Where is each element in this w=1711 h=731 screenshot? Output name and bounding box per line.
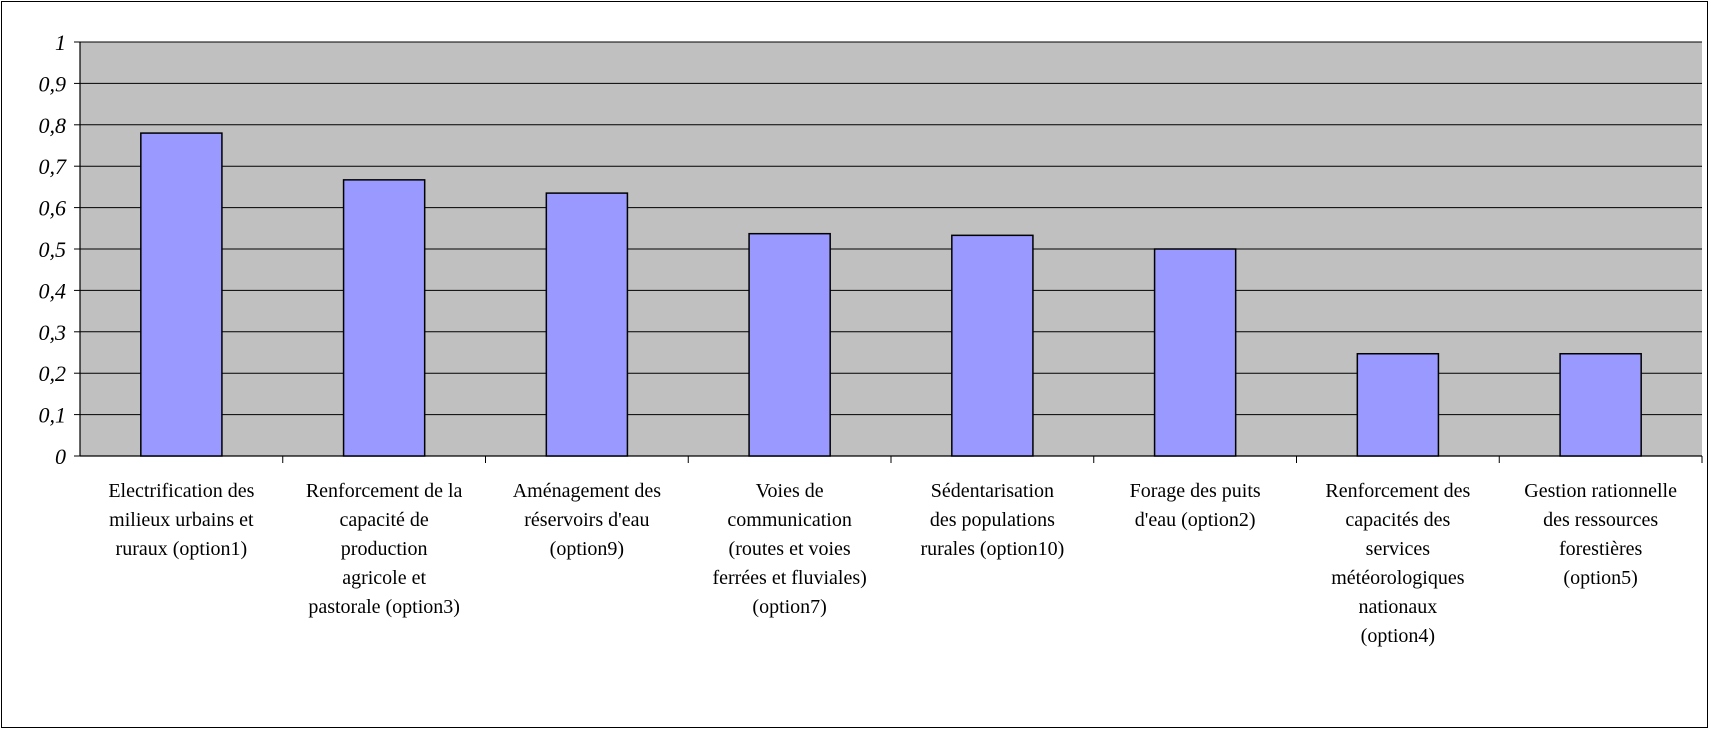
x-category-label: Gestion rationnelle des ressources foresti… (1524, 480, 1677, 589)
y-tick-label: 0,1 (39, 403, 67, 428)
x-category-label-line: production (341, 538, 428, 560)
y-tick-label: 1 (55, 30, 66, 55)
x-category-label: Renforcement des capacités des services mét… (1325, 480, 1470, 647)
x-category-label-line: (option9) (550, 538, 624, 560)
x-category-label-line: des populations (930, 509, 1055, 531)
x-category-label: Forage des puits d'eau (option2) (1130, 480, 1261, 531)
x-category-label-line: Sédentarisation (931, 480, 1054, 502)
y-tick-label: 0,5 (39, 237, 67, 262)
x-category-label-line: pastorale (option3) (308, 596, 460, 618)
x-category-label: Renforcement de la capacité de production a… (306, 480, 463, 618)
x-category-label-line: ruraux (option1) (116, 538, 248, 560)
x-category-label: Electrification des milieux urbains et rur… (108, 480, 254, 560)
y-tick-label: 0,4 (39, 278, 67, 303)
bar (1153, 248, 1237, 457)
x-category-label-line: ferrées et fluviales) (712, 567, 866, 589)
x-category-label-line: services (1366, 538, 1431, 560)
x-category-label-line: (option4) (1361, 625, 1435, 647)
x-category-label-line: (option7) (752, 596, 826, 618)
y-tick-label: 0,7 (39, 154, 68, 179)
x-category-label: Voies de communication (routes et voies fer… (712, 480, 866, 618)
x-category-label-line: des ressources (1543, 509, 1658, 531)
x-category-label-line: Renforcement des (1325, 480, 1470, 502)
bar (1356, 352, 1440, 457)
x-category-label-line: Gestion rationnelle (1524, 480, 1677, 502)
x-category-label-line: rurales (option10) (920, 538, 1064, 560)
x-category-label-line: Aménagement des (513, 480, 661, 502)
x-category-label-line: d'eau (option2) (1135, 509, 1256, 531)
y-tick-label: 0,2 (39, 361, 67, 386)
x-category-label-line: Forage des puits (1130, 480, 1261, 502)
x-category-label-line: Voies de (756, 480, 824, 502)
x-category-label: Aménagement des réservoirs d'eau (option9) (513, 480, 661, 560)
bar (342, 179, 426, 457)
y-tick-label: 0,6 (39, 196, 67, 221)
y-tick-label: 0,3 (39, 320, 67, 345)
x-category-label: Sédentarisation des populations rurales (o… (920, 480, 1064, 560)
x-category-label-line: agricole et (342, 567, 426, 589)
x-category-label-line: capacités des (1345, 509, 1450, 531)
x-category-label-line: réservoirs d'eau (524, 509, 649, 531)
x-category-label-line: (option5) (1563, 567, 1637, 589)
x-category-label-line: communication (727, 509, 851, 531)
bar (1559, 352, 1642, 457)
x-category-label-line: (routes et voies (729, 538, 851, 560)
y-tick-label: 0,8 (39, 113, 67, 138)
bar (140, 132, 223, 457)
bar (748, 232, 831, 457)
x-category-label-line: météorologiques (1331, 567, 1465, 589)
y-tick-label: 0,9 (39, 71, 67, 96)
x-category-label-line: nationaux (1358, 596, 1437, 618)
x-category-label-line: Electrification des (108, 480, 254, 502)
y-tick-label: 0 (55, 444, 66, 469)
bar (545, 192, 629, 457)
x-category-label-line: Renforcement de la (306, 480, 463, 502)
x-category-label-line: milieux urbains et (109, 509, 254, 531)
x-category-label-line: forestières (1559, 538, 1643, 560)
x-category-label-line: capacité de (339, 509, 428, 531)
bar (951, 234, 1034, 457)
